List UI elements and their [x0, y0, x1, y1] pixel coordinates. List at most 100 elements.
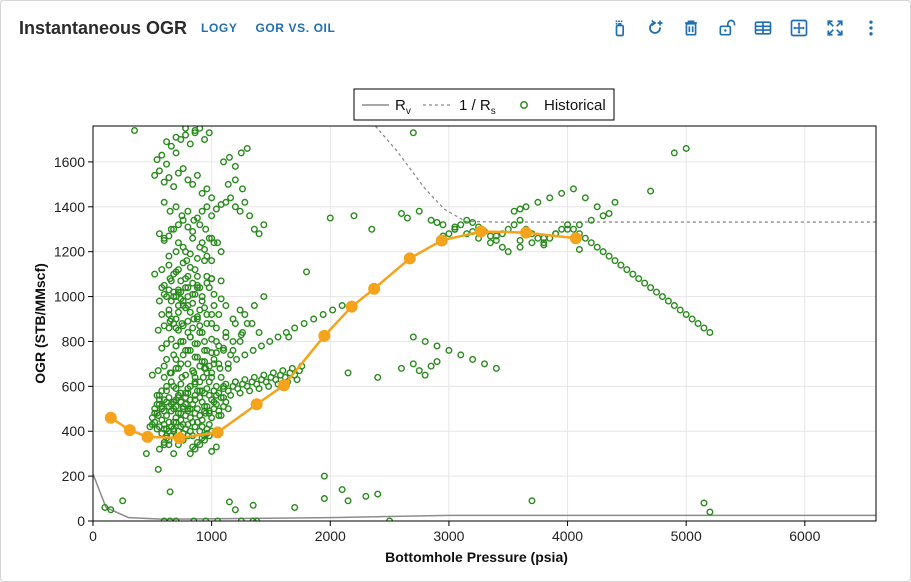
historical-point [172, 517, 180, 521]
model-point [474, 225, 487, 238]
historical-point [193, 315, 201, 323]
historical-point [222, 198, 230, 206]
historical-point [219, 158, 227, 166]
historical-point [203, 346, 211, 354]
historical-point [196, 306, 204, 314]
historical-point [165, 174, 173, 182]
historical-point [293, 376, 301, 384]
historical-point [528, 497, 536, 505]
historical-point [212, 337, 220, 345]
historical-point [516, 236, 524, 244]
historical-point [569, 185, 577, 193]
historical-point [222, 328, 230, 336]
historical-point [617, 261, 625, 269]
historical-point [250, 302, 258, 310]
historical-point [208, 447, 216, 455]
inv-rs-series-line [374, 126, 876, 223]
historical-point [706, 328, 714, 336]
historical-point [224, 364, 232, 372]
historical-point [201, 346, 209, 354]
historical-point [257, 342, 265, 350]
gor-vs-oil-link[interactable]: GOR VS. OIL [255, 21, 336, 35]
unlock-icon[interactable] [716, 17, 738, 39]
table-icon[interactable] [752, 17, 774, 39]
historical-point [208, 257, 216, 265]
historical-point [201, 358, 209, 366]
historical-point [215, 311, 223, 319]
historical-point [203, 279, 211, 287]
historical-point [516, 216, 524, 224]
historical-point [415, 207, 423, 215]
y-tick-label: 800 [62, 333, 86, 349]
historical-point [165, 252, 173, 260]
historical-point [166, 488, 174, 496]
historical-point [160, 373, 168, 381]
historical-point [249, 501, 257, 509]
historical-point [160, 441, 168, 449]
historical-point [285, 333, 293, 341]
historical-point [189, 367, 197, 375]
historical-point [224, 180, 232, 188]
historical-point [182, 304, 190, 312]
historical-point [237, 517, 245, 521]
historical-point [224, 360, 232, 368]
historical-point [593, 203, 601, 211]
historical-point [222, 302, 230, 310]
historical-point [184, 293, 192, 301]
historical-point [498, 243, 506, 251]
historical-point [167, 335, 175, 343]
model-point [250, 398, 263, 411]
model-point [569, 232, 582, 245]
historical-point [163, 355, 171, 363]
historical-point [165, 324, 173, 332]
move-icon[interactable] [788, 17, 810, 39]
historical-point [433, 358, 441, 366]
historical-point [202, 225, 210, 233]
historical-point [183, 257, 191, 265]
more-vert-icon[interactable] [860, 17, 882, 39]
historical-point [241, 311, 249, 319]
historical-point [260, 221, 268, 229]
historical-point [241, 198, 249, 206]
logy-toggle-link[interactable]: LOGY [201, 21, 238, 35]
historical-point [198, 416, 206, 424]
y-tick-label: 1600 [54, 154, 85, 170]
historical-point [203, 403, 211, 411]
historical-point [172, 133, 180, 141]
historical-point [191, 266, 199, 274]
historical-point [688, 315, 696, 323]
historical-point [190, 517, 198, 521]
historical-point [193, 387, 201, 395]
historical-point [172, 355, 180, 363]
historical-point [409, 129, 417, 137]
historical-point [231, 320, 239, 328]
historical-point [310, 315, 318, 323]
historical-point [212, 349, 220, 357]
y-axis-title: OGR (STB/MMscf) [32, 263, 48, 384]
historical-point [219, 394, 227, 402]
historical-point [201, 135, 209, 143]
reset-icon[interactable] [644, 17, 666, 39]
historical-point [575, 221, 583, 229]
historical-point [155, 391, 163, 399]
fullscreen-icon[interactable] [824, 17, 846, 39]
x-tick-label: 2000 [315, 528, 346, 544]
historical-point [700, 499, 708, 507]
historical-point [647, 187, 655, 195]
historical-point [248, 320, 256, 328]
historical-point [193, 313, 201, 321]
historical-point [326, 214, 334, 222]
historical-point [457, 351, 465, 359]
clear-format-icon[interactable] [608, 17, 630, 39]
historical-point [189, 418, 197, 426]
historical-point [193, 284, 201, 292]
historical-point [605, 210, 613, 218]
delete-icon[interactable] [680, 17, 702, 39]
historical-point [160, 178, 168, 186]
historical-point [231, 203, 239, 211]
chart-title: Instantaneous OGR [19, 17, 188, 38]
historical-point [184, 385, 192, 393]
historical-point [184, 317, 192, 325]
historical-point [225, 498, 233, 506]
y-tick-label: 1000 [54, 289, 85, 305]
